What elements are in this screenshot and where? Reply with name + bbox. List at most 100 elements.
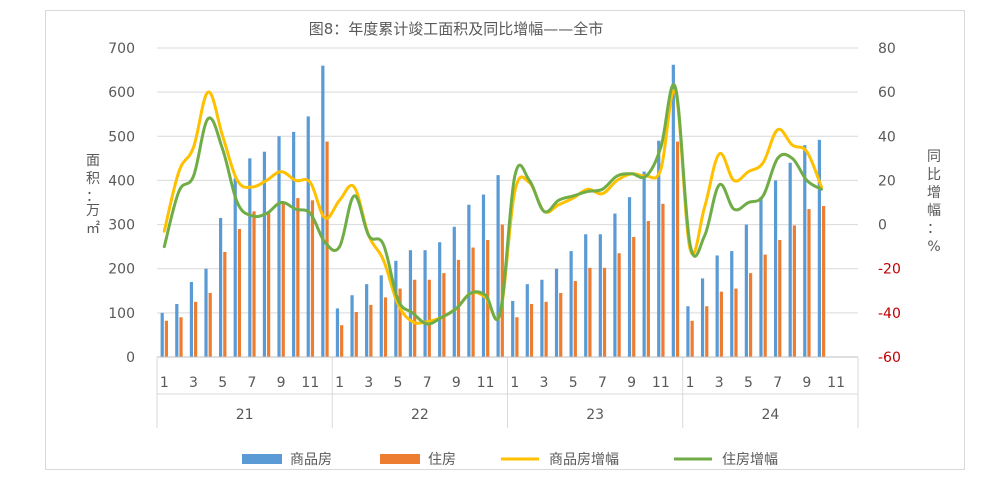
bar-commercial (759, 197, 763, 357)
bar-commercial (219, 217, 223, 357)
bar-residential (208, 292, 212, 357)
bar-residential (763, 254, 767, 357)
bar-commercial (671, 64, 675, 357)
bar-residential (281, 202, 285, 357)
bar-residential (194, 301, 198, 357)
bar-residential (310, 200, 315, 357)
bar-residential (252, 211, 256, 357)
x-month-label: 7 (247, 375, 256, 391)
x-month-label: 11 (827, 375, 845, 391)
bar-residential (164, 320, 169, 357)
bar-residential (792, 225, 796, 357)
bar-commercial (613, 213, 617, 357)
y-tick-label: 600 (108, 85, 135, 101)
bar-residential (821, 206, 826, 357)
bar-commercial (248, 158, 252, 357)
x-month-label: 5 (394, 375, 403, 391)
bar-residential (559, 292, 563, 357)
bar-commercial (365, 284, 369, 357)
bar-commercial (379, 275, 383, 357)
bar-residential (383, 297, 388, 357)
bar-commercial (627, 197, 632, 357)
x-year-label: 22 (411, 407, 429, 423)
bar-commercial (817, 139, 821, 357)
bar-residential (325, 141, 329, 357)
legend-label: 商品房 (290, 452, 332, 468)
bar-commercial (423, 250, 427, 357)
legend-swatch-bar (242, 454, 282, 464)
bar-commercial (335, 308, 340, 357)
y-axis-title-char: ㎡ (86, 221, 100, 237)
bar-commercial (554, 268, 559, 357)
bar-commercial (700, 278, 705, 357)
legend-label: 住房 (428, 452, 456, 468)
right-axis: -60 -40 -20 0 20 40 60 80 (878, 41, 901, 366)
bar-commercial (715, 255, 719, 357)
x-year-label: 21 (236, 407, 254, 423)
bar-commercial (803, 145, 807, 357)
bar-commercial (321, 65, 325, 358)
x-month-label: 1 (686, 375, 695, 391)
bar-commercial (584, 234, 588, 357)
y2-tick-label: -20 (878, 262, 901, 278)
x-month-label: 5 (218, 375, 227, 391)
bar-commercial (642, 171, 646, 357)
bar-residential (267, 211, 271, 357)
bar-commercial (511, 300, 515, 357)
bar-residential (544, 301, 548, 357)
legend: 商品房 住房 商品房增幅 住房增幅 (242, 452, 778, 468)
x-month-label: 9 (452, 375, 461, 391)
bar-commercial (277, 136, 281, 357)
bar-commercial (204, 268, 208, 357)
y2-axis-title-char: % (927, 239, 940, 255)
y2-axis-title-char: ： (927, 221, 941, 237)
y-tick-label: 700 (108, 41, 135, 57)
bar-residential (748, 273, 753, 357)
x-month-label: 11 (652, 375, 670, 391)
y-tick-label: 0 (126, 350, 135, 366)
y-tick-label: 500 (108, 129, 135, 145)
bar-commercial (496, 175, 500, 357)
y-tick-label: 400 (108, 173, 135, 189)
chart-svg: 图8：年度累计竣工面积及同比增幅——全市 0100200300400500600… (86, 20, 941, 468)
chart-frame: 图8：年度累计竣工面积及同比增幅——全市 0 100 200 300 400 500 600… (45, 10, 965, 470)
x-month-label: 11 (477, 375, 495, 391)
bar-commercial (569, 251, 573, 357)
bar-residential (573, 281, 577, 357)
bar-commercial (467, 204, 471, 357)
bar-commercial (262, 151, 267, 357)
y-axis-title-char: 面 (86, 153, 100, 169)
y-tick-label: 300 (108, 218, 135, 234)
x-month-label: 1 (510, 375, 519, 391)
bar-residential (734, 288, 738, 357)
bar-residential (690, 320, 694, 357)
y2-axis-title-char: 同 (927, 149, 941, 165)
bar-series (160, 64, 826, 358)
bar-commercial (540, 279, 544, 357)
x-month-label: 9 (277, 375, 286, 391)
y2-axis-title-char: 比 (927, 167, 941, 183)
bar-commercial (408, 250, 413, 357)
x-month-label: 11 (301, 375, 319, 391)
bar-commercial (438, 242, 442, 357)
bar-commercial (306, 116, 310, 358)
bar-commercial (452, 226, 456, 357)
x-month-label: 3 (715, 375, 724, 391)
bar-commercial (394, 260, 398, 357)
bar-residential (778, 240, 782, 357)
y2-axis-title-char: 幅 (927, 203, 941, 219)
bar-residential (471, 247, 475, 357)
bar-commercial (788, 162, 792, 357)
x-month-label: 3 (189, 375, 198, 391)
bar-residential (646, 221, 650, 357)
y2-tick-label: 0 (878, 218, 887, 234)
y2-tick-label: -60 (878, 350, 901, 366)
line-residential-growth (162, 83, 823, 326)
line-series (162, 83, 823, 326)
bar-residential (807, 209, 811, 357)
bar-commercial (525, 284, 529, 357)
bar-residential (369, 304, 373, 357)
left-axis-title: 面积 ：万㎡ (86, 153, 100, 237)
right-axis-title: 同比增幅 ：% (927, 149, 941, 255)
